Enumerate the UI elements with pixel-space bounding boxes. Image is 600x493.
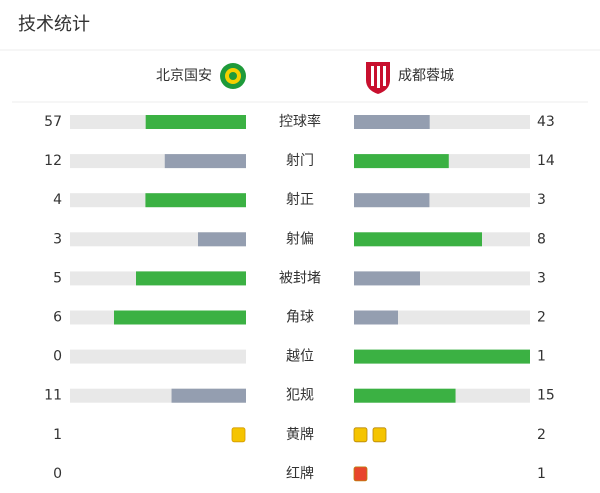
home-value: 0 (53, 349, 62, 365)
home-bar (171, 388, 246, 403)
stat-label: 控球率 (279, 113, 321, 130)
away-bar (354, 310, 398, 325)
card (231, 427, 246, 443)
home-value: 11 (44, 388, 62, 404)
stat-label: 越位 (286, 349, 314, 365)
home-value: 12 (44, 153, 62, 169)
away-cards (353, 427, 387, 443)
away-bar (354, 232, 482, 247)
away-logo (366, 62, 390, 94)
stat-label: 角球 (286, 310, 314, 326)
away-value: 3 (537, 192, 546, 208)
home-bar (136, 271, 246, 286)
stat-label: 红牌 (286, 465, 314, 482)
away-value: 43 (537, 114, 555, 130)
away-value: 15 (537, 388, 555, 404)
away-bar (354, 349, 530, 364)
away-value: 1 (537, 466, 546, 482)
card (353, 427, 368, 443)
stat-label: 被封堵 (279, 270, 321, 286)
bar-track (70, 349, 246, 364)
away-bar (354, 154, 449, 169)
home-value: 5 (53, 270, 62, 286)
home-bar (198, 232, 246, 247)
card (372, 427, 387, 443)
away-team: 成都蓉城 (398, 68, 454, 84)
card (353, 466, 368, 482)
away-bar (354, 193, 430, 208)
home-bar (145, 115, 246, 129)
panel-title: 技术统计 (18, 14, 90, 35)
home-bar (114, 310, 246, 325)
stat-label: 射偏 (286, 231, 314, 247)
away-value: 1 (537, 349, 546, 365)
away-bar (354, 271, 420, 286)
away-value: 2 (537, 310, 546, 326)
home-bar (164, 154, 246, 169)
away-bar (354, 115, 430, 129)
stat-label: 射正 (286, 192, 314, 208)
home-cards (231, 427, 246, 443)
stat-label: 黄牌 (286, 426, 314, 443)
away-cards (353, 466, 368, 482)
away-value: 3 (537, 270, 546, 286)
home-bar (145, 193, 246, 208)
home-value: 57 (44, 114, 62, 130)
away-value: 8 (537, 231, 546, 247)
home-value: 6 (53, 310, 62, 326)
away-bar (354, 388, 456, 403)
stat-label: 犯规 (286, 388, 314, 404)
away-value: 14 (537, 153, 555, 169)
home-value: 3 (53, 231, 62, 247)
home-value: 1 (53, 427, 62, 443)
home-value: 4 (53, 192, 62, 208)
home-logo (220, 63, 246, 89)
home-value: 0 (53, 466, 62, 482)
stat-label: 射门 (286, 153, 314, 169)
home-team: 北京国安 (156, 68, 212, 84)
away-value: 2 (537, 427, 546, 443)
